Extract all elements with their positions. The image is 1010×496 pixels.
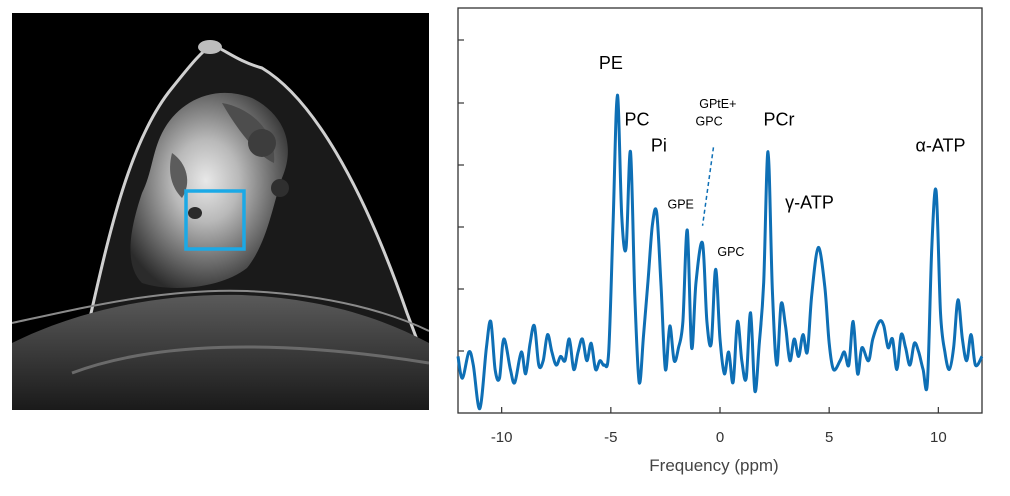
x-tick-label: -10 <box>491 429 513 446</box>
peak-label: GPE <box>667 197 693 211</box>
peak-label: Pi <box>651 136 667 156</box>
peak-label: PC <box>625 110 650 130</box>
mri-image <box>12 13 429 410</box>
roi-box <box>184 189 246 251</box>
peak-label: GPtE+ <box>699 97 736 111</box>
peak-pointer-dashed <box>701 147 715 226</box>
x-tick-label: -5 <box>604 429 617 446</box>
spectrum-line <box>456 93 984 411</box>
chest-wall <box>12 294 429 410</box>
peak-label: GPC <box>717 245 744 259</box>
peak-label: α-ATP <box>915 136 965 156</box>
spectrum-chart: -10 -5 0 5 10 PE PC Pi GPE GPtE+ GPC GPC PCr γ-ATP α-… <box>430 0 1010 496</box>
peak-label: GPC <box>696 115 723 129</box>
peak-label: PCr <box>763 110 794 130</box>
x-tick-label: 0 <box>716 429 724 446</box>
nipple <box>198 40 222 54</box>
x-ticks: -10 -5 0 5 10 <box>491 407 947 446</box>
peak-label: PE <box>599 53 623 73</box>
spectrum-series <box>456 93 984 411</box>
mri-image-panel <box>12 13 429 410</box>
x-tick-label: 5 <box>825 429 833 446</box>
x-axis-label: Frequency (ppm) <box>649 456 778 475</box>
peak-label: γ-ATP <box>785 192 834 212</box>
x-tick-label: 10 <box>930 429 947 446</box>
